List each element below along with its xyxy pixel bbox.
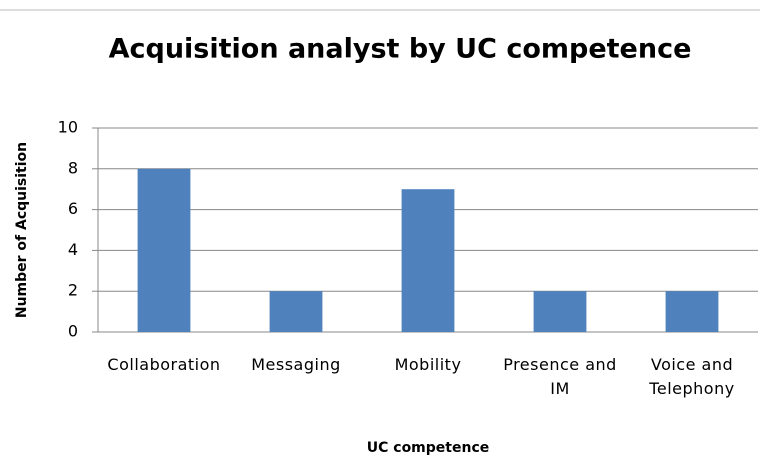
x-tick-label: Presence and IM xyxy=(503,355,617,398)
x-tick-label: Mobility xyxy=(394,355,462,374)
bar xyxy=(137,168,191,332)
chart-title: Acquisition analyst by UC competence xyxy=(109,34,692,65)
x-tick-label: Voice and Telephony xyxy=(649,355,735,398)
y-tick-label: 2 xyxy=(68,281,78,300)
y-tick-label: 10 xyxy=(58,118,78,137)
y-tick-label: 0 xyxy=(68,322,78,341)
x-tick-label: Collaboration xyxy=(107,355,221,374)
y-axis-label: Number of Acquisition xyxy=(14,142,30,318)
x-tick-label: Messaging xyxy=(251,355,341,374)
y-tick-label: 4 xyxy=(68,240,78,259)
bar xyxy=(401,189,455,332)
bar xyxy=(665,291,719,332)
bar xyxy=(269,291,323,332)
bar xyxy=(533,291,587,332)
x-axis-label: UC competence xyxy=(367,440,490,456)
y-tick-label: 6 xyxy=(68,199,78,218)
y-tick-label: 8 xyxy=(68,158,78,177)
